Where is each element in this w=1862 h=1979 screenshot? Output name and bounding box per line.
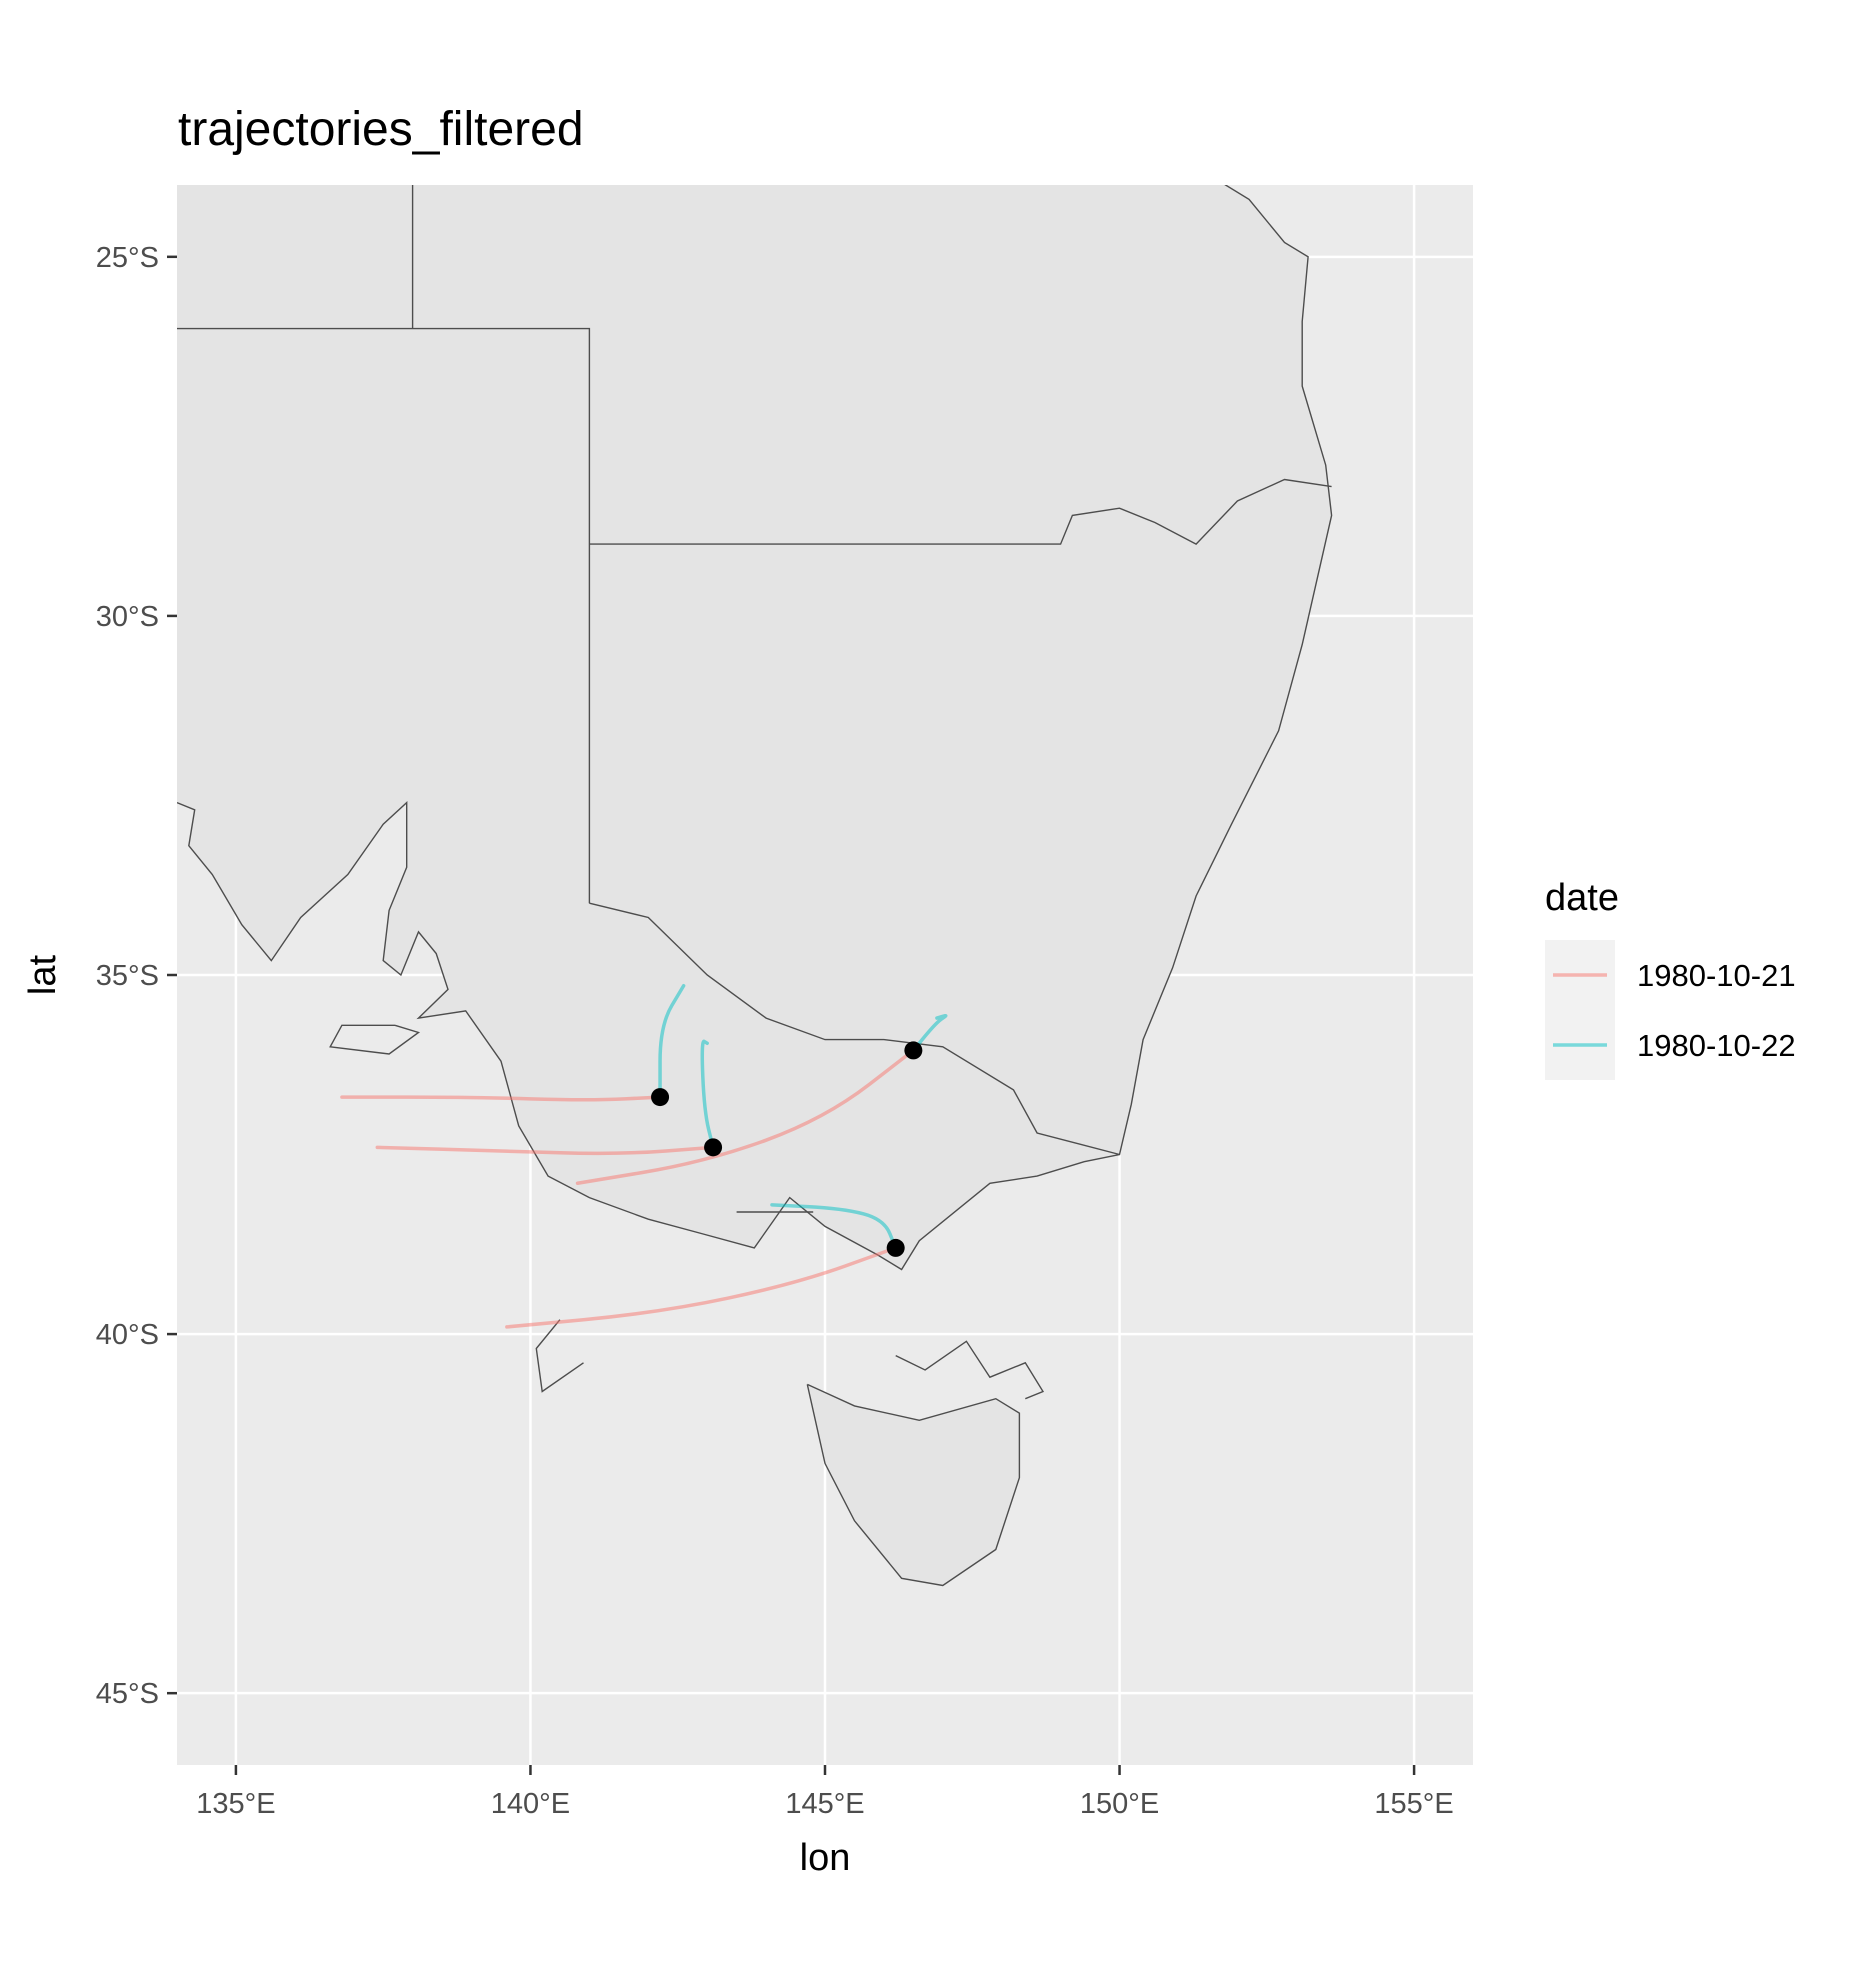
border-line [329,1024,421,1055]
legend-label: 1980-10-21 [1637,958,1796,993]
trajectory-start-point [651,1088,670,1107]
legend-title: date [1545,877,1619,919]
x-tick-label: 155°E [1374,1788,1453,1820]
land-and-borders [177,185,1333,1587]
trajectory-start-point [704,1138,723,1157]
tasmania-fill [807,1384,1020,1586]
mainland-fill [177,185,1332,1270]
trajectory-1980-10-21 [505,1246,898,1329]
trajectory-start-point [886,1238,905,1257]
y-axis: 25°S 30°S 35°S 40°S 45°S [96,242,177,1710]
border-line [589,902,1120,1156]
border-line [806,1383,1021,1587]
x-axis-title: lon [800,1837,851,1879]
y-tick-label: 45°S [96,1678,159,1710]
legend: date 1980-10-21 1980-10-22 [1545,877,1796,1080]
border-line [177,327,591,904]
trajectory-1980-10-21 [575,1048,916,1186]
legend-label: 1980-10-22 [1637,1028,1796,1063]
x-axis: 135°E 140°E 145°E 150°E 155°E [196,1765,1454,1820]
chart-title: trajectories_filtered [178,103,584,156]
x-tick-label: 150°E [1080,1788,1159,1820]
x-tick-label: 135°E [196,1788,275,1820]
trajectory-1980-10-21 [340,1095,662,1102]
y-tick-label: 25°S [96,242,159,274]
border-line [895,1340,1045,1400]
x-tick-label: 145°E [785,1788,864,1820]
y-axis-title: lat [22,954,64,995]
x-tick-label: 140°E [491,1788,570,1820]
border-line [535,1319,584,1393]
y-tick-label: 35°S [96,960,159,992]
border-line [589,478,1332,545]
y-tick-label: 30°S [96,601,159,633]
y-tick-label: 40°S [96,1319,159,1351]
start-points [651,1041,923,1257]
coastline [177,185,1333,1271]
trajectory-1980-10-21 [375,1145,715,1156]
trajectory-start-point [904,1041,923,1060]
